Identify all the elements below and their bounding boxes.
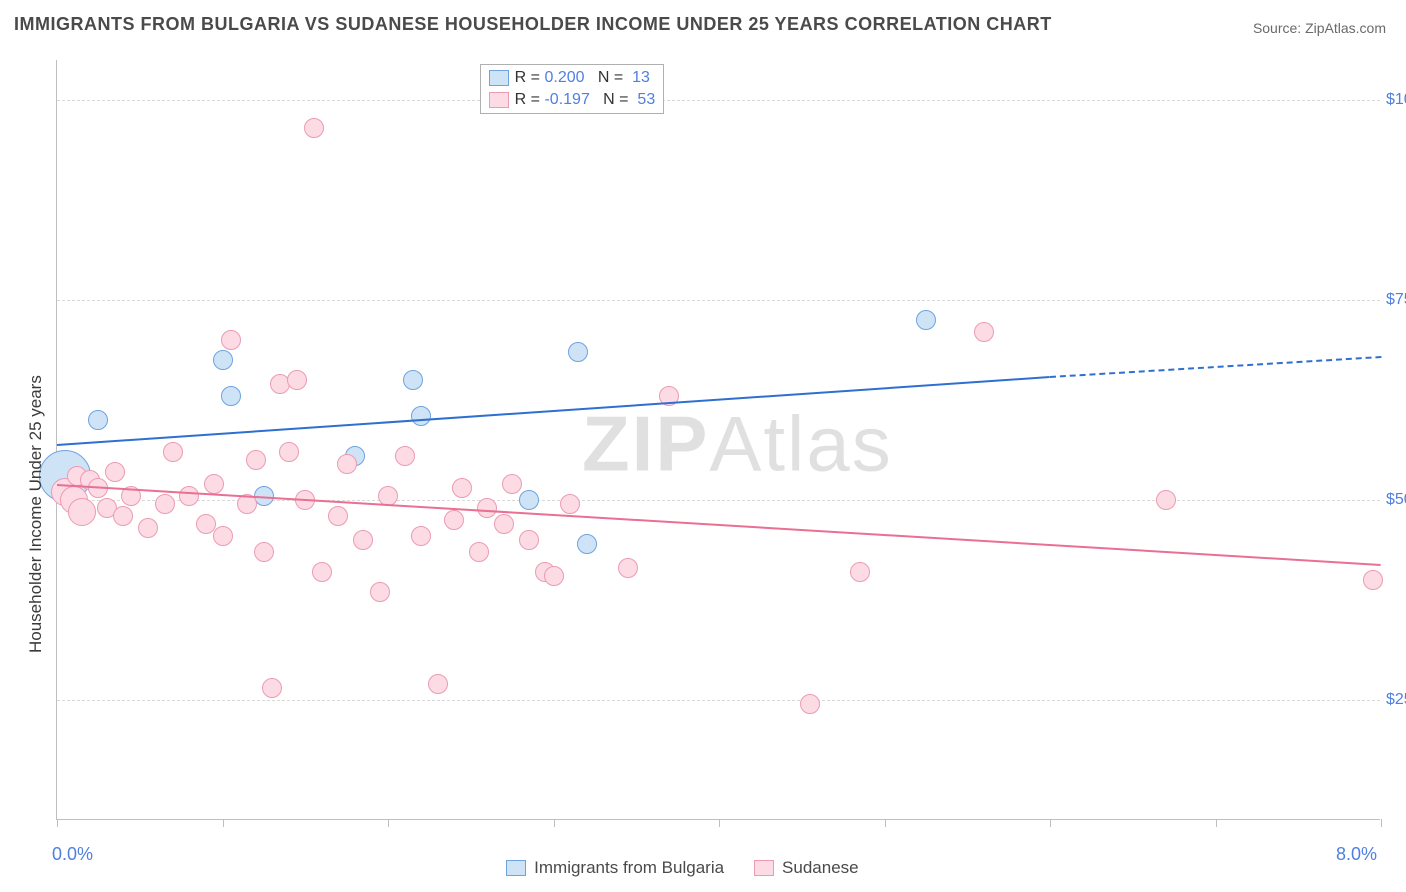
point-sudanese: [68, 498, 96, 526]
point-sudanese: [312, 562, 332, 582]
point-sudanese: [105, 462, 125, 482]
x-tick: [554, 819, 555, 827]
point-sudanese: [544, 566, 564, 586]
point-bulgaria: [403, 370, 423, 390]
y-axis-title: Householder Income Under 25 years: [26, 375, 46, 653]
point-sudanese: [519, 530, 539, 550]
point-bulgaria: [213, 350, 233, 370]
point-bulgaria: [577, 534, 597, 554]
watermark-main: ZIP: [582, 400, 709, 488]
point-sudanese: [155, 494, 175, 514]
point-sudanese: [1363, 570, 1383, 590]
point-sudanese: [444, 510, 464, 530]
y-tick-label: $50,000: [1386, 491, 1406, 509]
point-sudanese: [221, 330, 241, 350]
point-sudanese: [800, 694, 820, 714]
point-sudanese: [138, 518, 158, 538]
x-tick: [1216, 819, 1217, 827]
point-sudanese: [850, 562, 870, 582]
point-bulgaria: [88, 410, 108, 430]
point-sudanese: [477, 498, 497, 518]
legend-swatch: [489, 92, 509, 108]
trend-line: [57, 376, 1050, 446]
chart-container: IMMIGRANTS FROM BULGARIA VS SUDANESE HOU…: [0, 0, 1406, 892]
point-sudanese: [353, 530, 373, 550]
legend-swatch: [506, 860, 526, 876]
source-label: Source: ZipAtlas.com: [1253, 20, 1386, 36]
x-tick: [223, 819, 224, 827]
point-sudanese: [618, 558, 638, 578]
point-bulgaria: [519, 490, 539, 510]
x-axis-min-label: 0.0%: [52, 844, 93, 865]
x-tick: [1381, 819, 1382, 827]
watermark-sub: Atlas: [709, 400, 892, 488]
point-sudanese: [213, 526, 233, 546]
point-sudanese: [304, 118, 324, 138]
point-sudanese: [262, 678, 282, 698]
gridline: [57, 100, 1380, 101]
legend-swatch: [754, 860, 774, 876]
point-sudanese: [395, 446, 415, 466]
plot-area: ZIPAtlas $25,000$50,000$75,000$100,000: [56, 60, 1380, 820]
chart-title: IMMIGRANTS FROM BULGARIA VS SUDANESE HOU…: [14, 14, 1052, 35]
point-sudanese: [163, 442, 183, 462]
legend-stats: R = -0.197 N = 53: [515, 89, 656, 111]
legend-row: R = 0.200 N = 13: [489, 67, 656, 89]
x-tick: [719, 819, 720, 827]
point-sudanese: [469, 542, 489, 562]
y-tick-label: $100,000: [1386, 91, 1406, 109]
point-sudanese: [328, 506, 348, 526]
gridline: [57, 300, 1380, 301]
x-tick: [57, 819, 58, 827]
x-tick: [885, 819, 886, 827]
point-sudanese: [560, 494, 580, 514]
point-sudanese: [428, 674, 448, 694]
point-sudanese: [411, 526, 431, 546]
point-sudanese: [287, 370, 307, 390]
x-tick: [388, 819, 389, 827]
watermark: ZIPAtlas: [582, 399, 893, 490]
point-sudanese: [254, 542, 274, 562]
legend-label: Immigrants from Bulgaria: [534, 858, 724, 878]
point-bulgaria: [568, 342, 588, 362]
y-tick-label: $25,000: [1386, 691, 1406, 709]
point-bulgaria: [916, 310, 936, 330]
point-bulgaria: [221, 386, 241, 406]
point-sudanese: [279, 442, 299, 462]
point-sudanese: [337, 454, 357, 474]
point-bulgaria: [411, 406, 431, 426]
point-sudanese: [246, 450, 266, 470]
point-sudanese: [494, 514, 514, 534]
legend-correlation: R = 0.200 N = 13 R = -0.197 N = 53: [480, 64, 665, 114]
point-sudanese: [974, 322, 994, 342]
y-tick-label: $75,000: [1386, 291, 1406, 309]
legend-stats: R = 0.200 N = 13: [515, 67, 650, 89]
legend-item-bulgaria: Immigrants from Bulgaria: [506, 858, 724, 878]
point-sudanese: [370, 582, 390, 602]
point-sudanese: [204, 474, 224, 494]
gridline: [57, 700, 1380, 701]
legend-row: R = -0.197 N = 53: [489, 89, 656, 111]
legend-item-sudanese: Sudanese: [754, 858, 859, 878]
legend-series: Immigrants from Bulgaria Sudanese: [506, 858, 858, 878]
point-sudanese: [502, 474, 522, 494]
point-sudanese: [452, 478, 472, 498]
point-sudanese: [1156, 490, 1176, 510]
x-tick: [1050, 819, 1051, 827]
legend-swatch: [489, 70, 509, 86]
trend-line: [1050, 356, 1381, 378]
x-axis-max-label: 8.0%: [1336, 844, 1377, 865]
legend-label: Sudanese: [782, 858, 859, 878]
point-sudanese: [179, 486, 199, 506]
point-sudanese: [113, 506, 133, 526]
